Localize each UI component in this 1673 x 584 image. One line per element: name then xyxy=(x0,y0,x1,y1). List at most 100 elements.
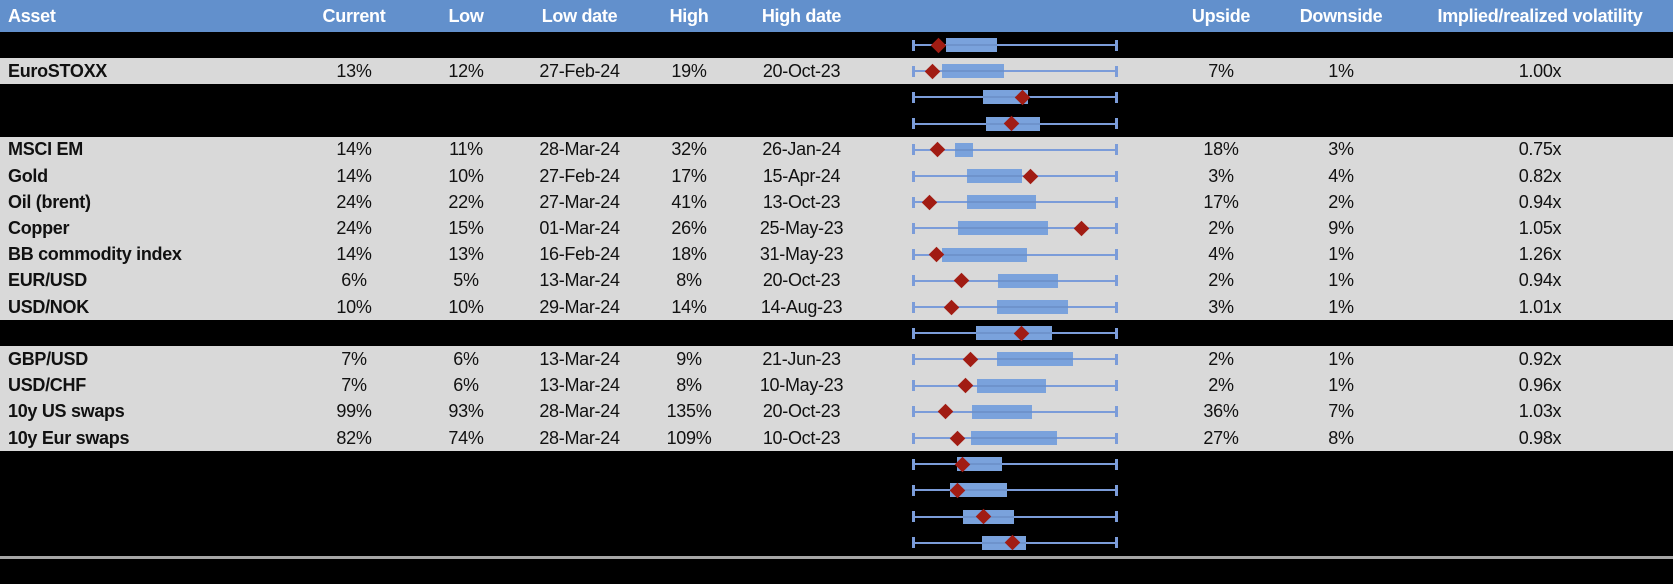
header-current[interactable]: Current xyxy=(322,5,386,26)
cell-asset[interactable]: Copper xyxy=(8,217,70,238)
cell-implied-realized-volatility[interactable]: 0.75x xyxy=(1518,139,1562,160)
cell-high[interactable]: 135% xyxy=(666,401,712,422)
cell-downside[interactable]: 7% xyxy=(1328,401,1354,422)
cell-current[interactable]: 24% xyxy=(336,191,372,212)
cell-asset[interactable]: EUR/USD xyxy=(8,270,87,291)
cell-implied-realized-volatility[interactable]: 1.03x xyxy=(1518,401,1562,422)
cell-asset[interactable]: EuroSTOXX xyxy=(8,60,107,81)
cell-low-date[interactable]: 13-Mar-24 xyxy=(539,348,620,369)
header-high-date[interactable]: High date xyxy=(761,5,842,26)
cell-low[interactable]: 11% xyxy=(449,139,483,160)
cell-downside[interactable]: 1% xyxy=(1328,375,1354,396)
cell-low-date[interactable]: 28-Mar-24 xyxy=(539,401,620,422)
header-asset[interactable]: Asset xyxy=(8,5,56,26)
cell-high-date[interactable]: 20-Oct-23 xyxy=(762,60,841,81)
cell-upside[interactable]: 2% xyxy=(1208,348,1234,369)
cell-upside[interactable]: 36% xyxy=(1203,401,1239,422)
cell-implied-realized-volatility[interactable]: 1.26x xyxy=(1518,244,1562,265)
header-downside[interactable]: Downside xyxy=(1299,5,1383,26)
cell-downside[interactable]: 1% xyxy=(1328,244,1354,265)
cell-downside[interactable]: 1% xyxy=(1328,60,1354,81)
cell-upside[interactable]: 27% xyxy=(1203,427,1239,448)
cell-implied-realized-volatility[interactable]: 1.01x xyxy=(1518,296,1562,317)
cell-upside[interactable]: 4% xyxy=(1208,244,1234,265)
cell-current[interactable]: 14% xyxy=(336,244,372,265)
cell-low[interactable]: 12% xyxy=(448,60,484,81)
cell-current[interactable]: 10% xyxy=(336,296,372,317)
cell-high-date[interactable]: 26-Jan-24 xyxy=(762,139,841,160)
cell-asset[interactable]: USD/CHF xyxy=(8,375,86,396)
cell-high[interactable]: 18% xyxy=(671,244,707,265)
cell-downside[interactable]: 8% xyxy=(1328,427,1354,448)
cell-high-date[interactable]: 10-May-23 xyxy=(759,375,844,396)
cell-current[interactable]: 13% xyxy=(336,60,372,81)
header-low-date[interactable]: Low date xyxy=(541,5,618,26)
cell-high[interactable]: 14% xyxy=(671,296,707,317)
cell-downside[interactable]: 2% xyxy=(1328,191,1354,212)
cell-low[interactable]: 74% xyxy=(448,427,484,448)
cell-high[interactable]: 32% xyxy=(671,139,707,160)
cell-low-date[interactable]: 13-Mar-24 xyxy=(539,270,620,291)
cell-current[interactable]: 82% xyxy=(336,427,372,448)
cell-downside[interactable]: 9% xyxy=(1328,217,1354,238)
cell-high-date[interactable]: 10-Oct-23 xyxy=(762,427,841,448)
cell-current[interactable]: 6% xyxy=(341,270,367,291)
cell-current[interactable]: 99% xyxy=(336,401,372,422)
cell-downside[interactable]: 3% xyxy=(1328,139,1354,160)
cell-high[interactable]: 9% xyxy=(676,348,702,369)
cell-high[interactable]: 8% xyxy=(676,270,702,291)
cell-high-date[interactable]: 20-Oct-23 xyxy=(762,401,841,422)
cell-low[interactable]: 93% xyxy=(448,401,484,422)
cell-current[interactable]: 7% xyxy=(341,375,367,396)
cell-upside[interactable]: 2% xyxy=(1208,375,1234,396)
cell-asset[interactable]: Oil (brent) xyxy=(8,191,91,212)
cell-high-date[interactable]: 14-Aug-23 xyxy=(760,296,843,317)
cell-upside[interactable]: 3% xyxy=(1208,296,1234,317)
cell-downside[interactable]: 1% xyxy=(1328,348,1354,369)
header-low[interactable]: Low xyxy=(448,5,484,26)
cell-low[interactable]: 5% xyxy=(453,270,479,291)
cell-low-date[interactable]: 29-Mar-24 xyxy=(539,296,620,317)
cell-low-date[interactable]: 27-Feb-24 xyxy=(539,165,620,186)
cell-upside[interactable]: 2% xyxy=(1208,270,1234,291)
cell-low-date[interactable]: 28-Mar-24 xyxy=(539,139,620,160)
cell-asset[interactable]: GBP/USD xyxy=(8,348,88,369)
cell-implied-realized-volatility[interactable]: 0.94x xyxy=(1518,270,1562,291)
cell-implied-realized-volatility[interactable]: 0.96x xyxy=(1518,375,1562,396)
cell-high-date[interactable]: 25-May-23 xyxy=(759,217,844,238)
cell-high[interactable]: 109% xyxy=(666,427,712,448)
cell-high[interactable]: 41% xyxy=(671,191,707,212)
cell-low[interactable]: 15% xyxy=(448,217,484,238)
cell-low[interactable]: 10% xyxy=(448,296,484,317)
cell-implied-realized-volatility[interactable]: 0.82x xyxy=(1518,165,1562,186)
cell-downside[interactable]: 4% xyxy=(1328,165,1354,186)
header-high[interactable]: High xyxy=(669,5,709,26)
cell-current[interactable]: 7% xyxy=(341,348,367,369)
cell-implied-realized-volatility[interactable]: 0.92x xyxy=(1518,348,1562,369)
header-upside[interactable]: Upside xyxy=(1191,5,1251,26)
cell-asset[interactable]: 10y Eur swaps xyxy=(8,427,130,448)
cell-high[interactable]: 19% xyxy=(671,60,707,81)
header-implied-realized-volatility[interactable]: Implied/realized volatility xyxy=(1437,5,1643,26)
cell-upside[interactable]: 17% xyxy=(1203,191,1239,212)
cell-current[interactable]: 14% xyxy=(336,165,372,186)
cell-low[interactable]: 6% xyxy=(453,348,479,369)
cell-high[interactable]: 8% xyxy=(676,375,702,396)
cell-asset[interactable]: Gold xyxy=(8,165,48,186)
cell-upside[interactable]: 3% xyxy=(1208,165,1234,186)
cell-low-date[interactable]: 27-Mar-24 xyxy=(539,191,620,212)
cell-low-date[interactable]: 27-Feb-24 xyxy=(539,60,620,81)
cell-implied-realized-volatility[interactable]: 0.94x xyxy=(1518,191,1562,212)
cell-high-date[interactable]: 31-May-23 xyxy=(759,244,844,265)
cell-upside[interactable]: 2% xyxy=(1208,217,1234,238)
cell-high[interactable]: 26% xyxy=(671,217,707,238)
cell-downside[interactable]: 1% xyxy=(1328,296,1354,317)
cell-asset[interactable]: BB commodity index xyxy=(8,244,182,265)
cell-high[interactable]: 17% xyxy=(671,165,707,186)
cell-low-date[interactable]: 01-Mar-24 xyxy=(539,217,620,238)
cell-implied-realized-volatility[interactable]: 0.98x xyxy=(1518,427,1562,448)
cell-low-date[interactable]: 13-Mar-24 xyxy=(539,375,620,396)
cell-upside[interactable]: 7% xyxy=(1208,60,1234,81)
cell-high-date[interactable]: 20-Oct-23 xyxy=(762,270,841,291)
cell-low[interactable]: 22% xyxy=(448,191,484,212)
